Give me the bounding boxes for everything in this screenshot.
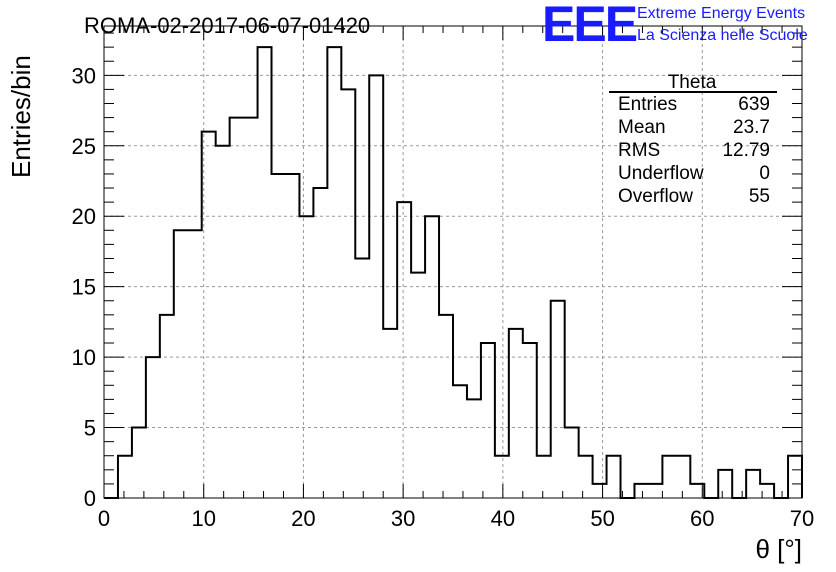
x-tick-label: 60 bbox=[690, 506, 714, 531]
y-tick-label: 10 bbox=[72, 345, 96, 370]
plot-frame bbox=[103, 25, 803, 499]
tick-labels: 0 10 20 30 40 50 60 70 0 5 10 15 20 25 30 bbox=[72, 63, 815, 531]
stats-box: Theta Entries 639 Mean 23.7 RMS 12.79 Un… bbox=[609, 72, 777, 207]
axis-ticks bbox=[103, 26, 803, 499]
grid-lines bbox=[104, 26, 802, 498]
stats-header: Theta bbox=[668, 72, 717, 93]
plot-title: ROMA-02-2017-06-07-01420 bbox=[84, 13, 370, 38]
stats-label-entries: Entries bbox=[618, 94, 677, 115]
x-tick-label: 0 bbox=[98, 506, 110, 531]
x-tick-label: 30 bbox=[391, 506, 415, 531]
eee-logo-mark: EEE bbox=[542, 0, 637, 52]
stats-label-overflow: Overflow bbox=[618, 186, 693, 207]
y-tick-label: 20 bbox=[72, 204, 96, 229]
eee-logo: EEE Extreme Energy Events La Scienza nel… bbox=[542, 0, 808, 52]
x-axis-label: θ [°] bbox=[755, 534, 802, 564]
stats-value-entries: 639 bbox=[738, 94, 770, 115]
stats-value-underflow: 0 bbox=[759, 163, 770, 184]
stats-value-mean: 23.7 bbox=[733, 117, 770, 138]
x-tick-label: 50 bbox=[590, 506, 614, 531]
stats-value-rms: 12.79 bbox=[722, 140, 770, 161]
stats-label-rms: RMS bbox=[618, 140, 660, 161]
eee-logo-line2: La Scienza nelle Scuole bbox=[637, 27, 808, 44]
y-tick-label: 30 bbox=[72, 63, 96, 88]
y-tick-label: 5 bbox=[84, 416, 96, 441]
stats-label-underflow: Underflow bbox=[618, 163, 704, 184]
x-tick-label: 20 bbox=[291, 506, 315, 531]
histogram-outline bbox=[104, 46, 803, 499]
y-axis-label: Entries/bin bbox=[6, 55, 36, 178]
y-tick-label: 25 bbox=[72, 134, 96, 159]
stats-label-mean: Mean bbox=[618, 117, 666, 138]
y-tick-label: 0 bbox=[84, 486, 96, 511]
x-tick-label: 10 bbox=[191, 506, 215, 531]
eee-logo-line1: Extreme Energy Events bbox=[637, 5, 805, 22]
stats-value-overflow: 55 bbox=[749, 186, 770, 207]
x-tick-label: 40 bbox=[491, 506, 515, 531]
x-tick-label: 70 bbox=[790, 506, 814, 531]
y-tick-label: 15 bbox=[72, 275, 96, 300]
